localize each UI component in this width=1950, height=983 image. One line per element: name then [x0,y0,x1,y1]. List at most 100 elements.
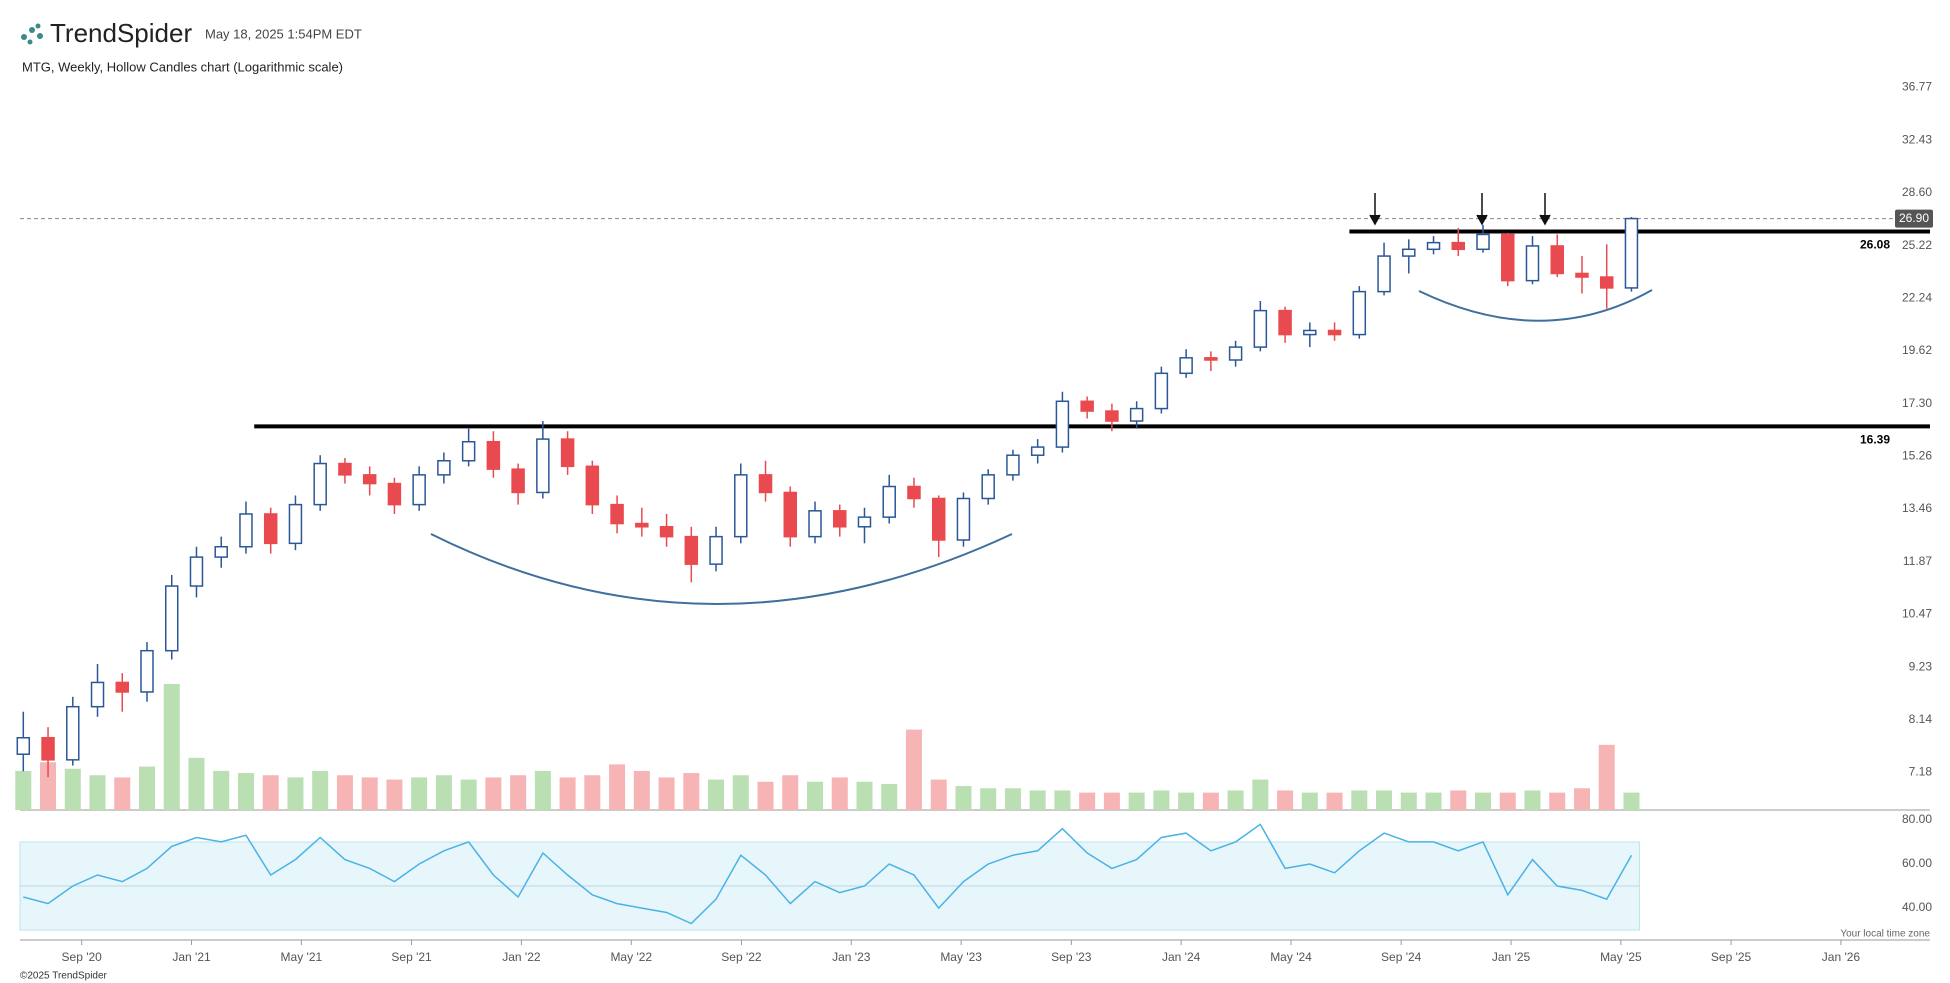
volume-bar [609,764,626,810]
candle-body [338,462,352,476]
candle-body [313,462,327,506]
volume-bar [1499,792,1516,810]
y-tick-label: 13.46 [1902,501,1932,515]
rsi-tick-label: 40.00 [1902,900,1932,914]
candle-body [1228,346,1243,361]
x-tick-label: May '21 [281,950,323,964]
candle-body [659,526,674,538]
x-tick-label: Sep '21 [391,950,432,964]
y-tick-label: 9.23 [1909,659,1933,673]
candle-body [1129,407,1144,422]
volume-bar [1004,788,1021,810]
candle-body [16,737,31,755]
candle-body [140,649,154,693]
volume-bar [361,777,378,810]
y-tick-label: 7.18 [1909,765,1933,779]
volume-bar [1103,792,1120,810]
volume-bar [1128,792,1145,810]
volume-bar [905,729,922,810]
volume-bar [1153,790,1170,810]
candle-body [1006,454,1020,476]
candle-body [1402,248,1416,257]
candle-body [956,497,971,541]
volume-bar [708,779,725,810]
rsi-line [23,823,1633,925]
candle-body [437,459,451,476]
volume-bar [40,762,57,810]
volume-bar [1573,788,1590,810]
candle-body [115,681,130,693]
y-tick-label: 36.77 [1902,80,1932,94]
candle-body [585,465,600,506]
volume-bar [782,775,799,810]
last-price-box [1895,209,1933,228]
candle-body [511,468,525,494]
candle-body [1426,241,1441,251]
y-tick-label: 25.22 [1902,238,1932,252]
candle-body [709,535,723,565]
volume-bar [287,777,304,810]
volume-bar [1079,792,1096,810]
volume-bar [1351,790,1368,810]
x-tick-label: May '23 [940,950,982,964]
candle-body [907,485,921,500]
candle-body [857,516,872,528]
volume-bar [1326,792,1343,810]
candle-body [1253,309,1268,348]
x-tick-label: May '25 [1600,950,1642,964]
candle-body [1154,372,1169,410]
candle-body [164,585,179,652]
arrows [1369,193,1551,226]
candle-body [734,474,748,538]
volume-bar [336,775,353,810]
candle-body [1105,410,1119,422]
volume-bar [633,770,650,810]
volume-bar [510,775,527,810]
volume-bar [1054,790,1071,810]
candle-body [1352,290,1367,336]
volume-bar [1598,744,1615,810]
volume-bar [881,783,898,810]
x-tick-label: Sep '22 [721,950,762,964]
candle-body [387,482,402,506]
candle-body [1476,233,1490,251]
y-tick-label: 19.62 [1902,343,1932,357]
annotations [430,193,1653,605]
x-tick-label: Jan '26 [1822,950,1861,964]
volume-bar [683,773,700,810]
candle-body [239,513,253,548]
x-tick-label: Sep '20 [62,950,103,964]
volume-bar [386,779,403,810]
candle-body [1550,245,1564,275]
volume-bar [312,770,329,810]
volume-bar [139,766,156,810]
volume-bar [658,777,675,810]
candle-body [412,474,426,506]
timezone-note: Your local time zone [1840,929,1930,940]
volume-bar [732,775,749,810]
y-tick-label: 11.87 [1903,554,1932,568]
candle-body [1204,357,1218,361]
rsi-tick-label: 60.00 [1902,856,1932,870]
volume-bar [485,777,502,810]
candle-body [189,556,204,587]
volume-bar [1227,790,1244,810]
footer: ©2025 TrendSpider [20,971,108,982]
candle-body [263,513,278,545]
cup-curve [1418,289,1653,322]
volume-bar [980,788,997,810]
candle-body [931,497,946,541]
volume-bar [163,684,180,810]
volume-bar [955,786,972,810]
x-tick-label: Jan '21 [172,950,211,964]
volume-bar [1029,790,1046,810]
candle-body [560,438,575,468]
candle-body [783,491,798,538]
candle-body [610,503,624,525]
candle-body [66,705,80,761]
volume-bar [856,781,873,810]
volume-bar [1376,790,1393,810]
y-tick-label: 17.30 [1902,396,1932,410]
candle-body [684,535,699,565]
volume-bar [584,775,601,810]
